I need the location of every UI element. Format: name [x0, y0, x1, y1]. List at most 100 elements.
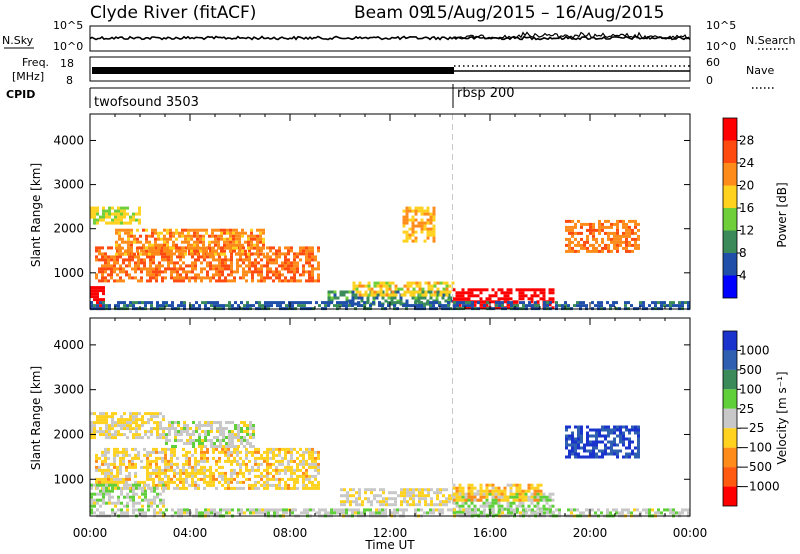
power-cell — [236, 267, 239, 271]
velocity-cell — [367, 488, 370, 492]
power-cell — [427, 287, 431, 291]
velocity-cell — [494, 498, 498, 502]
velocity-cell — [122, 480, 125, 484]
velocity-cell — [421, 497, 424, 501]
power-cell — [364, 284, 368, 288]
power-cell — [432, 227, 436, 231]
velocity-cell — [369, 511, 372, 515]
power-cell — [258, 304, 261, 308]
velocity-cell — [327, 511, 330, 515]
power-cell — [169, 231, 172, 235]
power-cell — [137, 264, 140, 268]
velocity-cell — [284, 450, 287, 454]
velocity-cell — [128, 459, 131, 463]
velocity-cell — [533, 498, 537, 502]
velocity-cell — [373, 488, 376, 492]
velocity-cell — [409, 503, 412, 507]
velocity-cell — [101, 453, 104, 457]
velocity-cell — [403, 488, 406, 492]
power-cell — [212, 255, 215, 259]
velocity-cell — [512, 498, 516, 502]
power-cell — [433, 284, 437, 288]
power-cell — [254, 252, 257, 256]
velocity-cell — [108, 415, 111, 419]
power-cell — [414, 209, 418, 213]
velocity-cell — [497, 510, 501, 514]
power-cell — [116, 249, 119, 253]
velocity-cell — [568, 455, 571, 459]
velocity-cell — [105, 433, 108, 437]
power-cell — [259, 234, 262, 238]
power-cell — [214, 243, 217, 247]
power-cell — [522, 301, 525, 305]
power-cell — [388, 287, 392, 291]
velocity-cell — [355, 500, 358, 504]
power-cell — [321, 301, 324, 305]
velocity-cell — [234, 424, 237, 427]
power-cell — [624, 301, 627, 305]
velocity-cell — [176, 477, 179, 481]
power-cell — [293, 255, 296, 259]
velocity-cell — [503, 489, 507, 493]
power-cell — [114, 212, 117, 216]
power-cell — [571, 225, 574, 229]
power-cell — [242, 246, 245, 250]
power-cell — [144, 304, 147, 308]
power-cell — [613, 246, 616, 250]
power-cell — [409, 281, 413, 285]
power-cell — [127, 237, 130, 241]
power-cell — [336, 301, 339, 305]
power-cell — [258, 301, 261, 305]
velocity-cell — [222, 430, 225, 433]
power-cell — [132, 212, 135, 216]
velocity-cell — [102, 418, 105, 422]
power-cell — [327, 296, 331, 300]
velocity-cell — [622, 425, 625, 429]
velocity-cell — [452, 495, 456, 499]
power-cell — [232, 228, 235, 232]
power-cell — [223, 252, 226, 256]
velocity-cell — [317, 480, 320, 484]
power-cell — [127, 246, 130, 250]
velocity-cell — [266, 447, 269, 451]
power-cell — [167, 258, 170, 262]
velocity-cell — [191, 480, 194, 484]
power-cell — [245, 255, 248, 259]
power-cell — [521, 288, 525, 292]
velocity-cell — [90, 501, 93, 505]
power-cell — [185, 264, 188, 268]
velocity-cell — [188, 465, 191, 469]
power-cell — [215, 279, 218, 283]
velocity-cell — [622, 455, 625, 459]
velocity-cell — [269, 483, 272, 487]
velocity-cell — [156, 504, 159, 508]
power-cell — [444, 299, 448, 303]
power-cell — [542, 288, 546, 292]
power-cell — [361, 284, 365, 288]
power-cell — [561, 304, 564, 308]
velocity-cell — [498, 508, 501, 512]
power-cell — [293, 270, 296, 274]
power-cell — [567, 304, 570, 308]
power-cell — [385, 281, 389, 285]
velocity-cell — [185, 474, 188, 478]
power-cell — [555, 301, 558, 305]
velocity-cell — [134, 474, 137, 478]
velocity-cell — [634, 428, 637, 432]
velocity-cell — [239, 450, 242, 454]
power-cell — [163, 228, 166, 232]
velocity-cell — [206, 468, 209, 472]
velocity-cell — [311, 450, 314, 454]
velocity-cell — [445, 500, 448, 504]
velocity-cell — [246, 427, 249, 430]
power-cell — [551, 306, 555, 310]
power-cell — [135, 212, 138, 216]
velocity-cell — [120, 511, 123, 515]
velocity-cell — [266, 465, 269, 469]
power-cell — [90, 295, 93, 299]
velocity-cell — [140, 465, 143, 469]
power-cell — [500, 288, 504, 292]
power-cell — [543, 304, 546, 308]
velocity-cell — [302, 459, 305, 463]
velocity-cell — [95, 477, 98, 481]
